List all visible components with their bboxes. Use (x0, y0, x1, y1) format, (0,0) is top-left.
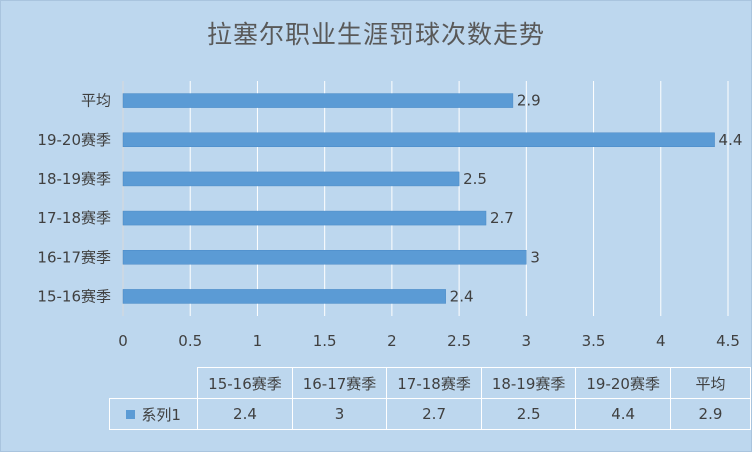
bar (122, 250, 527, 265)
x-tick-label: 2.5 (447, 332, 471, 350)
data-label: 2.9 (517, 92, 541, 110)
category-label: 17-18赛季 (37, 209, 111, 227)
data-table-value: 4.4 (575, 398, 671, 430)
data-table-value: 2.7 (386, 398, 482, 430)
data-label: 4.4 (719, 131, 743, 149)
bar (122, 289, 446, 304)
data-table-value: 3 (291, 398, 388, 430)
data-table-header: 18-19赛季 (480, 367, 577, 399)
series-name: 系列1 (141, 405, 181, 424)
data-table-header: 17-18赛季 (386, 367, 482, 399)
data-table-corner (109, 367, 199, 399)
x-tick-label: 4.5 (716, 332, 740, 350)
data-label: 2.4 (450, 287, 474, 305)
bar (122, 171, 460, 187)
bar (122, 210, 487, 226)
x-tick-label: 4 (656, 332, 666, 350)
data-table-value: 2.9 (669, 398, 752, 430)
x-tick-label: 1 (253, 332, 263, 350)
chart-title: 拉塞尔职业生涯罚球次数走势 (206, 20, 545, 49)
data-table-header: 15-16赛季 (197, 367, 293, 399)
legend-key-icon (126, 409, 136, 419)
data-table-series-cell: 系列1 (108, 398, 199, 430)
bar (122, 132, 715, 147)
category-label: 平均 (81, 92, 111, 110)
data-table: 15-16赛季 16-17赛季 17-18赛季 18-19赛季 19-20赛季 … (108, 367, 752, 430)
data-label: 3 (530, 248, 540, 266)
data-table-header: 16-17赛季 (291, 367, 388, 399)
x-tick-label: 3 (522, 332, 532, 350)
category-label: 16-17赛季 (37, 248, 111, 266)
data-label: 2.7 (490, 209, 514, 227)
data-table-value: 2.5 (480, 398, 577, 430)
x-tick-label: 3.5 (582, 332, 606, 350)
data-label: 2.5 (463, 170, 487, 188)
chart-plot: 0 0.5 1 1.5 2 2.5 3 3.5 4 4.5 15-16赛季 2.4 16-17赛季 3 17… (37, 81, 743, 350)
data-table-value: 2.4 (197, 398, 293, 430)
x-tick-label: 2 (387, 332, 397, 350)
data-table-header: 平均 (669, 367, 752, 399)
category-label: 18-19赛季 (37, 170, 111, 188)
category-label: 15-16赛季 (37, 287, 111, 305)
data-table-series-row: 系列1 2.4 3 2.7 2.5 4.4 2.9 (108, 398, 752, 430)
category-label: 19-20赛季 (37, 131, 111, 149)
x-tick-label: 1.5 (313, 332, 337, 350)
x-tick-label: 0 (118, 332, 128, 350)
data-table-header: 19-20赛季 (575, 367, 671, 399)
data-table-header-row: 15-16赛季 16-17赛季 17-18赛季 18-19赛季 19-20赛季 … (109, 367, 752, 399)
x-tick-label: 0.5 (178, 332, 202, 350)
bar (122, 93, 514, 108)
